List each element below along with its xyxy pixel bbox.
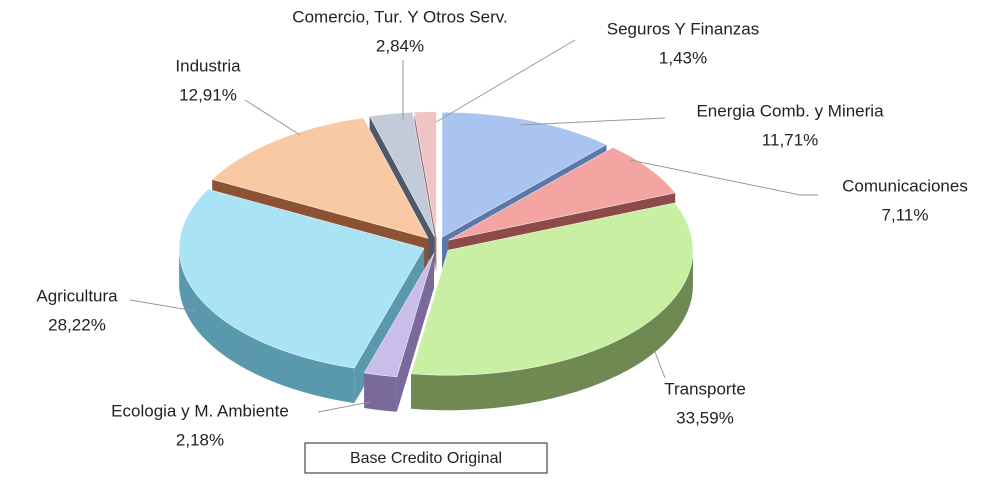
category-label: Ecologia y M. Ambiente	[111, 401, 289, 420]
category-label: Industria	[175, 56, 241, 75]
category-label: Comercio, Tur. Y Otros Serv.	[292, 7, 507, 26]
leader-line	[318, 402, 370, 412]
category-label: Comunicaciones	[842, 176, 968, 195]
annotation: Base Credito Original	[350, 450, 502, 467]
value-label: 33,59%	[676, 408, 734, 427]
slice-wall	[364, 373, 397, 412]
category-label: Energia Comb. y Mineria	[696, 101, 884, 120]
value-label: 1,43%	[659, 48, 707, 67]
value-label: 2,84%	[376, 36, 424, 55]
category-label: Seguros Y Finanzas	[607, 19, 759, 38]
value-label: 2,18%	[176, 430, 224, 449]
leader-line	[655, 352, 665, 378]
leader-line	[520, 118, 665, 125]
leader-line	[436, 40, 575, 122]
value-label: 28,22%	[48, 315, 106, 334]
category-label: Transporte	[664, 379, 746, 398]
value-label: 7,11%	[882, 205, 929, 224]
category-label: Agricultura	[36, 286, 118, 305]
value-label: 12,91%	[179, 85, 237, 104]
leader-line	[245, 100, 300, 135]
value-label: 11,71%	[762, 130, 818, 149]
